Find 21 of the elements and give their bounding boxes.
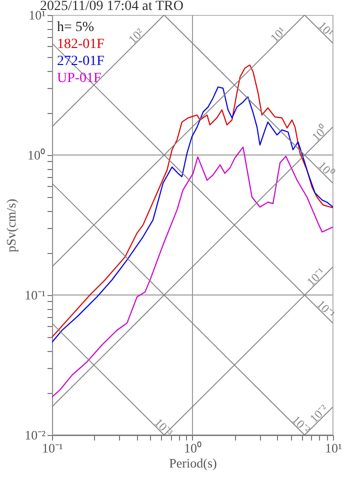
annotation: 10⁻²: [306, 402, 331, 426]
annotation: 10⁻¹: [304, 264, 328, 289]
annotation: 10⁻¹: [314, 297, 338, 322]
y-tick-label: 10⁰: [28, 148, 46, 162]
text: 182-01F: [57, 37, 105, 52]
annotation: 10⁰: [315, 158, 337, 180]
x-tick-label: 10⁰: [184, 440, 202, 456]
text: 272-01F: [57, 54, 105, 69]
annotation: h= 5%: [57, 20, 94, 35]
annotation: 10⁰: [308, 122, 330, 144]
text: UP-01F: [57, 71, 102, 86]
annotation: 10⁻³: [152, 415, 176, 440]
x-tick-label: 10¹: [325, 440, 342, 456]
y-tick-label: 10⁻²: [24, 428, 46, 442]
annotation: 10²: [126, 25, 147, 46]
annotation: 10¹: [315, 18, 337, 40]
x-axis-title: Period(s): [169, 456, 217, 470]
y-axis-title: pSv(cm/s): [4, 198, 19, 252]
x-tick-label: 10⁻¹: [42, 440, 64, 456]
annotation: 10¹: [268, 24, 289, 46]
y-tick-label: 10⁻¹: [24, 288, 46, 302]
